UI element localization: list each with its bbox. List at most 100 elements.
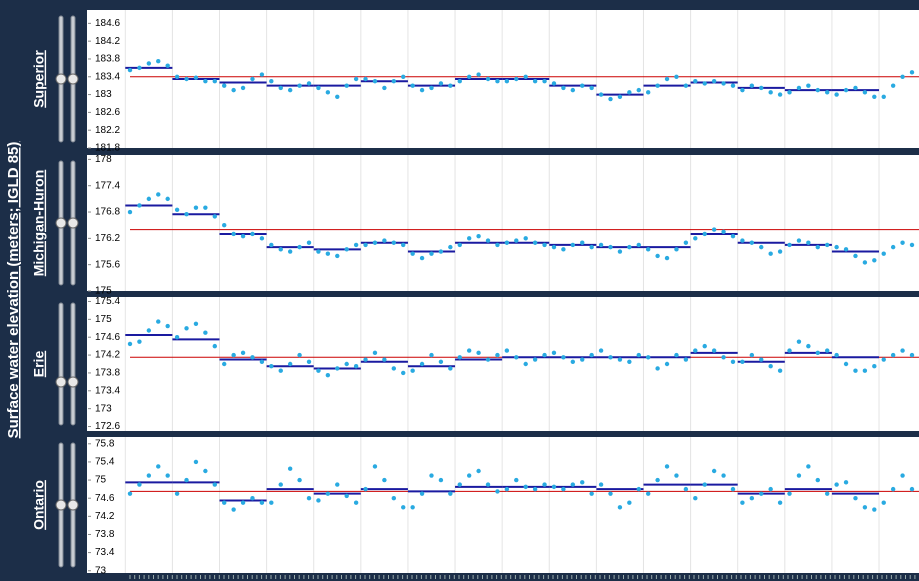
data-point — [636, 87, 641, 93]
slider-knob[interactable] — [55, 73, 67, 85]
data-point — [664, 76, 670, 82]
data-point — [448, 366, 453, 371]
data-point — [514, 238, 519, 243]
data-point — [627, 500, 632, 505]
data-point — [231, 231, 236, 237]
data-point — [909, 486, 915, 492]
data-point — [909, 70, 915, 75]
slider-knob[interactable] — [67, 499, 79, 511]
data-point — [174, 74, 180, 79]
data-point — [222, 222, 227, 228]
data-point — [542, 482, 547, 487]
data-point — [401, 505, 406, 510]
data-point — [391, 240, 397, 245]
data-point — [532, 240, 538, 245]
slider-knob[interactable] — [67, 217, 79, 229]
data-point — [693, 236, 698, 241]
data-point — [721, 473, 726, 478]
slider-knob[interactable] — [55, 217, 67, 229]
data-point — [495, 242, 500, 248]
data-point — [495, 489, 500, 494]
data-point — [504, 348, 510, 353]
data-point — [410, 83, 415, 88]
y-tick-label: 183.8 — [95, 54, 120, 65]
data-point — [495, 79, 500, 84]
data-point — [740, 500, 745, 505]
data-point — [353, 364, 359, 369]
data-point — [297, 477, 302, 483]
data-point — [711, 79, 717, 84]
data-point — [485, 357, 491, 362]
data-point — [306, 359, 312, 364]
data-point — [825, 348, 830, 353]
data-point — [702, 482, 707, 487]
slider-track[interactable] — [70, 302, 76, 426]
slider-knob[interactable] — [55, 376, 67, 388]
slider-knob[interactable] — [55, 499, 67, 511]
data-point — [759, 244, 764, 250]
data-point — [589, 352, 594, 358]
slider-track[interactable] — [58, 302, 64, 426]
data-point — [269, 500, 274, 505]
data-point — [598, 242, 604, 248]
data-point — [570, 482, 576, 487]
data-point — [193, 321, 199, 326]
data-point — [881, 357, 886, 362]
data-point — [419, 361, 425, 367]
y-tick-label: 183 — [95, 89, 112, 100]
data-point — [240, 500, 246, 505]
y-tick-label: 75.4 — [95, 457, 115, 468]
y-tick-label: 184.6 — [95, 18, 120, 29]
data-point — [344, 247, 349, 252]
data-point — [787, 491, 792, 496]
data-point — [466, 348, 472, 353]
data-point — [335, 482, 340, 487]
data-point — [156, 464, 161, 469]
data-point — [523, 74, 528, 79]
data-point — [174, 335, 180, 340]
data-point — [721, 355, 726, 360]
data-point — [127, 491, 133, 496]
y-tick-label: 73 — [95, 565, 107, 576]
data-point — [542, 352, 547, 358]
data-point — [843, 361, 849, 367]
data-point — [523, 236, 528, 241]
lake-label: Erie — [31, 351, 47, 378]
data-point — [551, 350, 557, 356]
lake-label: Superior — [31, 50, 47, 108]
data-point — [372, 350, 378, 356]
data-point — [240, 85, 246, 91]
data-point — [419, 491, 425, 496]
data-point — [438, 477, 444, 483]
data-point — [881, 251, 886, 256]
y-tick-label: 177.4 — [95, 180, 120, 191]
data-point — [608, 96, 613, 102]
y-tick-label: 178 — [95, 154, 112, 165]
data-point — [485, 76, 491, 82]
data-point — [174, 491, 180, 496]
lake-label: Ontario — [31, 480, 47, 530]
data-point — [485, 482, 491, 487]
data-point — [457, 79, 462, 84]
data-point — [834, 92, 839, 97]
data-point — [193, 459, 199, 465]
data-point — [900, 74, 905, 79]
data-point — [335, 94, 340, 100]
data-point — [862, 505, 868, 510]
slider-knob[interactable] — [67, 376, 79, 388]
plot-area — [87, 437, 919, 573]
data-point — [137, 482, 142, 487]
data-point — [476, 72, 481, 77]
data-point — [391, 366, 397, 371]
data-point — [278, 482, 283, 487]
data-point — [806, 83, 811, 88]
data-point — [627, 90, 632, 95]
slider-knob[interactable] — [67, 73, 79, 85]
data-point — [749, 352, 755, 358]
data-point — [429, 473, 434, 478]
lake-label: Michigan-Huron — [31, 170, 47, 277]
data-point — [532, 357, 538, 362]
data-point — [127, 67, 133, 73]
data-point — [683, 357, 689, 362]
